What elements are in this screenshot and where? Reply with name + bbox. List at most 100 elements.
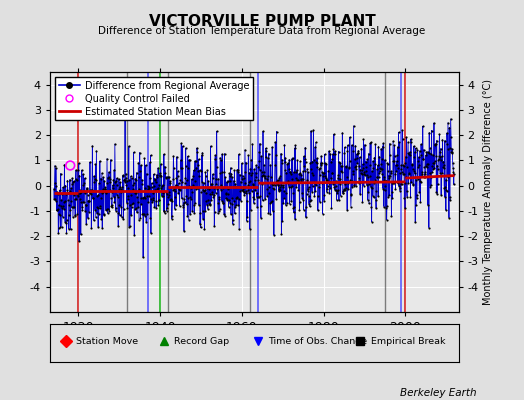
Point [311,144,319,150]
Point [283,180,292,186]
Point [109,185,117,192]
Point [364,150,373,157]
Point [150,175,159,182]
Point [276,187,284,194]
Point [298,176,307,182]
Point [415,162,423,168]
Point [222,195,231,202]
Point [333,187,342,194]
Point [81,175,89,182]
Point [411,219,419,225]
Point [353,151,361,157]
Point [390,142,399,149]
Point [250,166,258,172]
Point [430,158,439,164]
Point [147,230,155,236]
Point [255,158,263,164]
Point [79,171,88,177]
Point [164,193,172,200]
Point [57,203,65,209]
Point [448,146,456,152]
Point [322,176,330,183]
Point [387,170,395,176]
Point [323,176,331,183]
Point [409,182,418,188]
Point [116,179,125,186]
Point [240,192,248,198]
Point [360,171,368,178]
Point [69,214,77,220]
Point [214,194,223,200]
Point [334,148,343,155]
Point [199,186,208,193]
Point [152,172,161,178]
Point [326,175,335,181]
Point [308,158,316,165]
Point [268,144,276,150]
Point [190,202,198,208]
Point [263,193,271,200]
Point [123,199,131,206]
Point [187,196,195,202]
Point [106,187,114,193]
Point [291,169,300,176]
Point [379,140,387,147]
Point [286,168,294,175]
Point [438,153,446,160]
Point [254,176,262,183]
Point [132,205,140,211]
Point [331,148,340,154]
Point [67,226,75,232]
Point [62,230,71,236]
Point [294,179,303,186]
Point [230,178,238,184]
Point [334,172,343,178]
Point [96,202,104,209]
Point [394,144,402,150]
Point [421,169,430,175]
Point [447,134,455,141]
Point [137,181,146,188]
Point [110,167,118,173]
Point [56,212,64,218]
Point [200,226,209,232]
Point [356,191,364,197]
Point [154,165,162,171]
Point [379,185,387,192]
Point [152,205,160,211]
Point [193,149,201,155]
Point [156,172,165,178]
Point [420,174,429,181]
Point [372,205,380,211]
Point [215,195,224,202]
Point [87,191,95,197]
Point [219,200,227,206]
Point [179,204,188,210]
Point [112,208,120,214]
Point [101,186,110,192]
Point [440,194,449,200]
Point [219,185,227,191]
Point [321,160,330,167]
Point [386,140,394,147]
Point [69,204,78,210]
Point [372,188,380,194]
Point [362,164,370,170]
Point [380,187,389,194]
Point [268,182,277,189]
Point [319,170,327,177]
Point [328,170,337,176]
Legend: Difference from Regional Average, Quality Control Failed, Estimated Station Mean: Difference from Regional Average, Qualit… [54,77,253,120]
Point [442,187,451,194]
Point [450,181,458,188]
Point [308,170,316,177]
Point [213,199,222,206]
Point [67,185,75,192]
Point [130,232,138,238]
Point [250,196,259,202]
Point [53,206,62,212]
Point [114,210,122,216]
Point [189,172,198,179]
Point [261,145,270,152]
Text: Empirical Break: Empirical Break [370,336,445,346]
